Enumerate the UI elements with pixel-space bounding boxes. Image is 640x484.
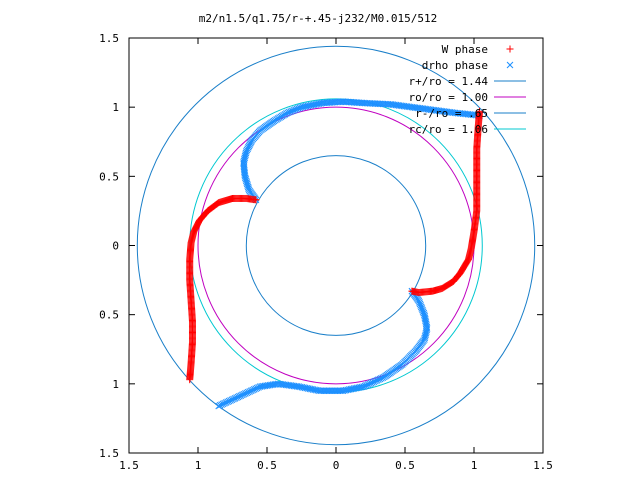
x-axis: 1.5 1 0.5 0 0.5 1 1.5 <box>119 38 553 472</box>
legend-label: ro/ro = 1.00 <box>409 91 488 104</box>
y-tick-label: 1.5 <box>99 447 119 460</box>
drho-phase-point <box>215 402 223 410</box>
legend-marker <box>506 61 514 69</box>
y-tick-label: 1.5 <box>99 32 119 45</box>
x-tick-label: 1.5 <box>533 459 553 472</box>
y-tick-label: 1 <box>112 378 119 391</box>
chart-title: m2/n1.5/q1.75/r-+.45-j232/M0.015/512 <box>199 12 437 25</box>
circle-rc-series <box>189 98 483 393</box>
y-tick-label: 0.5 <box>99 170 119 183</box>
w-phase-point <box>408 287 416 295</box>
x-tick-label: 1 <box>195 459 202 472</box>
phase-points <box>186 98 484 410</box>
legend-label: r-/ro = .65 <box>415 107 488 120</box>
w-phase-point <box>252 196 260 204</box>
circle-r--series <box>245 155 427 336</box>
legend-label: rc/ro = 1.06 <box>409 123 488 136</box>
y-tick-label: 0 <box>112 240 119 253</box>
x-tick-label: 0 <box>333 459 340 472</box>
drho-phase-point <box>216 401 224 409</box>
legend-label: drho phase <box>422 59 488 72</box>
x-tick-label: 1 <box>471 459 478 472</box>
x-tick-label: 1.5 <box>119 459 139 472</box>
y-axis: 1.5 1 0.5 0 0.5 1 1.5 <box>99 32 543 460</box>
y-tick-label: 1 <box>112 101 119 114</box>
legend-label: r+/ro = 1.44 <box>409 75 489 88</box>
legend: W phase drho phase r+/ro = 1.44 ro/ro = 1.0… <box>409 43 526 136</box>
circle-r+-series <box>136 45 536 446</box>
x-tick-label: 0.5 <box>395 459 415 472</box>
legend-marker <box>506 45 514 53</box>
x-tick-label: 0.5 <box>257 459 277 472</box>
y-tick-label: 0.5 <box>99 309 119 322</box>
circle-ro-series <box>197 106 475 385</box>
legend-label: W phase <box>442 43 488 56</box>
